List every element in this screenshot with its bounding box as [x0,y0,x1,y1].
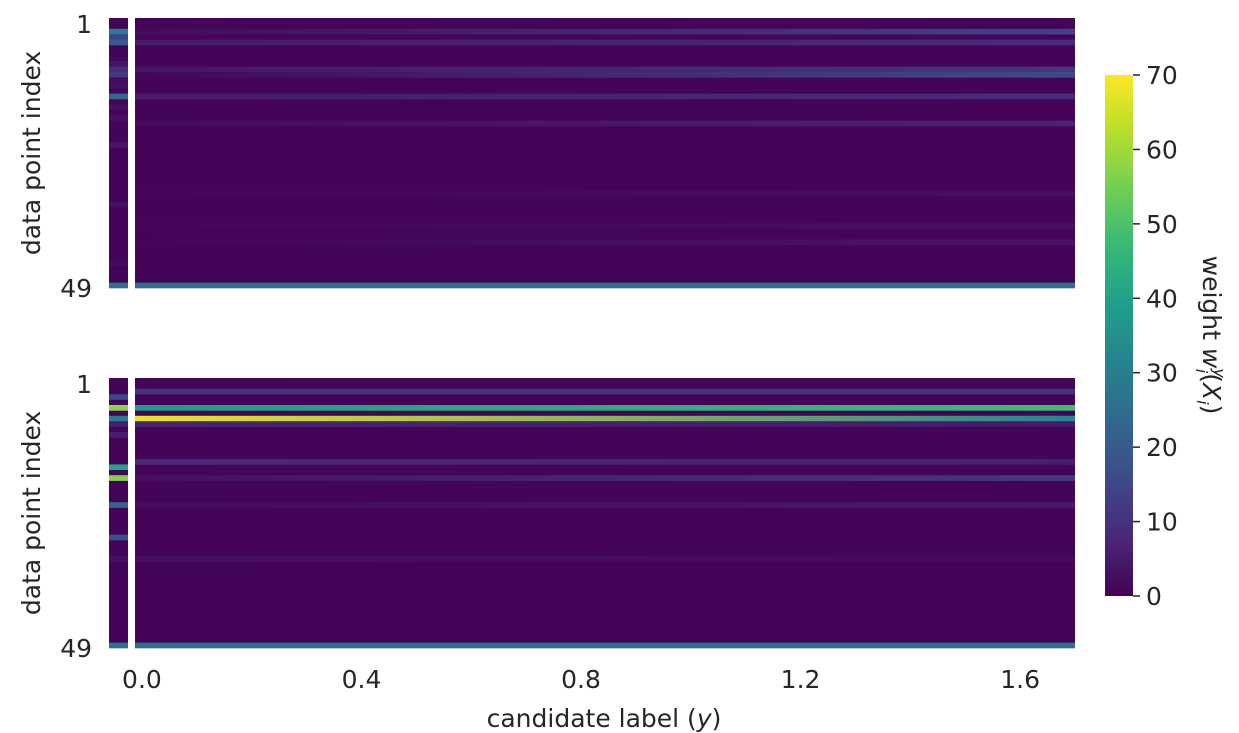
colorbar-tick-label: 30 [1146,359,1178,388]
left-column-cell [109,28,128,35]
left-column-cell [109,66,128,73]
x-axis-label: candidate label (y) [487,704,722,733]
y-tick-label: 1 [76,10,92,39]
left-column-cell [109,394,128,400]
left-column-cell [109,39,128,46]
y-tick-label: 49 [60,274,92,303]
left-column-cell [109,115,128,121]
heatmap-row [135,556,1075,562]
colorbar-tick-label: 40 [1146,284,1178,313]
heatmap-row [135,39,1075,46]
colorbar-tick-label: 0 [1146,582,1162,611]
heatmap-row [135,388,1075,395]
left-column-background [109,378,128,648]
left-column-cell [109,415,128,422]
x-tick-label: 0.8 [561,665,601,694]
colorbar-label: weight wyi(Xi) [1192,256,1229,415]
colorbar-label-var: X [1197,381,1226,401]
x-axis: 0.0 0.4 0.8 1.2 1.6 [122,665,1040,694]
heatmap-row [135,239,1075,246]
left-column-cell [109,556,128,562]
left-column-cell [109,61,128,67]
heatmap-row [135,475,1075,481]
colorbar-tick-label: 70 [1146,61,1178,90]
left-column-cell [109,282,128,289]
main-heatmap-background [135,18,1075,288]
y-axis-label: data point index [17,51,46,255]
y-tick-label: 1 [76,370,92,399]
heatmap-row [135,120,1075,127]
left-column-cell [109,77,128,84]
heatmap-row [135,459,1075,465]
left-column-cell [109,534,128,541]
left-column-cell [109,421,128,427]
heatmap-row [135,72,1075,78]
heatmap-row [135,642,1075,649]
colorbar-ticks: 0 10 20 30 40 50 60 70 [1133,61,1178,611]
left-column-cell [109,93,128,100]
left-column-cell [109,34,128,40]
left-column-cell [109,464,128,471]
colorbar-tick-label: 50 [1146,210,1178,239]
x-axis-label-text: candidate label ( [487,704,697,733]
colorbar-label-symbol: w [1197,348,1226,369]
colorbar-label-var-sub: i [1193,400,1212,405]
left-column-cell [109,432,128,438]
x-axis-label-close: ) [712,704,722,733]
left-column-cell [109,82,128,89]
heatmap-row [135,223,1075,229]
heatmap-row [135,190,1075,197]
heatmap-row [135,28,1075,35]
colorbar-label-sub: i [1192,369,1211,374]
left-column-cell [109,475,128,481]
colorbar-label-open: ( [1197,373,1226,383]
heatmap-row [135,282,1075,289]
colorbar-gradient [1105,75,1133,596]
heatmap-row [135,93,1075,100]
left-column-cell [109,72,128,78]
heatmap-row [135,66,1075,73]
left-column-cell [109,142,128,148]
heatmap-panels: 1 49 data point index 1 49 data point index [17,10,1075,663]
colorbar-label-close: ) [1197,405,1226,415]
x-axis-label-var: y [696,704,713,733]
left-column-cell [109,261,128,267]
left-column-cell [109,201,128,208]
y-tick-label: 49 [60,634,92,663]
heatmap-panel-2: 1 49 data point index [17,370,1075,663]
left-column-cell [109,405,128,411]
left-column-cell [109,104,128,111]
heatmap-row [135,415,1075,422]
x-tick-label: 1.2 [781,665,821,694]
x-tick-label: 1.6 [1000,665,1040,694]
y-axis-label: data point index [17,411,46,615]
left-column-cell [109,502,128,508]
colorbar-label-text: weight [1197,256,1226,348]
heatmap-row [135,405,1075,411]
left-column-background [109,18,128,288]
colorbar-tick-label: 20 [1146,433,1178,462]
x-tick-label: 0.4 [342,665,382,694]
colorbar-tick-label: 60 [1146,135,1178,164]
heatmap-row [135,421,1075,427]
heatmap-panel-1: 1 49 data point index [17,10,1075,303]
left-column-cell [109,642,128,649]
colorbar-label-sup: y [1210,367,1229,378]
x-tick-label: 0.0 [122,665,162,694]
heatmap-row [135,502,1075,508]
colorbar-tick-label: 10 [1146,508,1178,537]
